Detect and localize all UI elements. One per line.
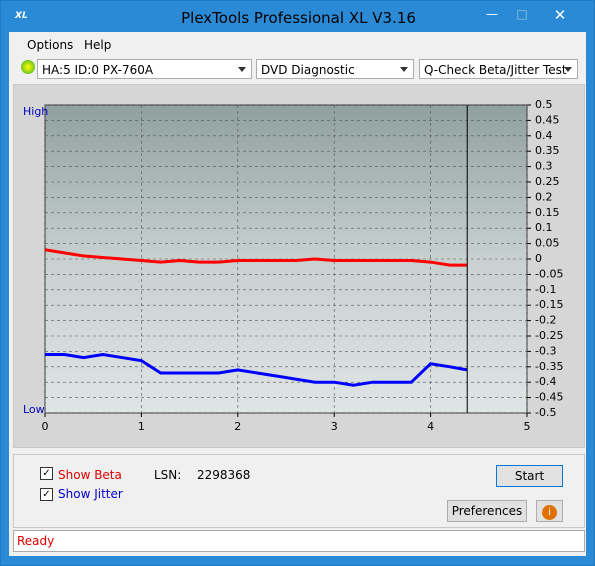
info-button[interactable]: i	[536, 500, 563, 522]
y-tick-label: -0.15	[535, 298, 563, 311]
y-tick-label: 0.4	[535, 129, 553, 142]
start-button[interactable]: Start	[496, 465, 563, 487]
y-tick-label: -0.2	[535, 314, 556, 327]
preferences-button[interactable]: Preferences	[447, 500, 527, 522]
high-label: High	[23, 105, 48, 118]
y-tick-label: -0.45	[535, 391, 563, 404]
checkbox-label[interactable]: Show Jitter	[58, 487, 123, 501]
controls-panel	[13, 454, 585, 528]
y-tick-label: -0.35	[535, 360, 563, 373]
y-tick-label: -0.05	[535, 267, 563, 280]
drive-dropdown[interactable]: HA:5 ID:0 PX-760A	[37, 59, 252, 79]
x-tick-label: 4	[427, 420, 434, 433]
y-tick-label: 0.3	[535, 160, 553, 173]
app-icon: XL	[15, 11, 28, 21]
series-line	[44, 248, 468, 267]
checkbox-label[interactable]: Show Beta	[58, 468, 122, 482]
y-tick-label: -0.25	[535, 329, 563, 342]
series-line	[45, 352, 468, 387]
y-tick-label: -0.4	[535, 375, 556, 388]
lsn-label: LSN:	[154, 468, 182, 482]
y-tick-label: 0.45	[535, 113, 560, 126]
y-tick-label: 0.15	[535, 206, 560, 219]
low-label: Low	[23, 403, 45, 416]
y-tick-label: 0.25	[535, 175, 560, 188]
y-tick-label: 0.35	[535, 144, 560, 157]
x-tick-label: 3	[331, 420, 338, 433]
y-tick-label: 0.05	[535, 237, 560, 250]
menu-item[interactable]: Help	[84, 38, 112, 52]
y-tick-label: -0.1	[535, 283, 556, 296]
close-button[interactable]: ✕	[553, 6, 567, 24]
window-title: PlexTools Professional XL V3.16	[181, 9, 416, 27]
x-tick-label: 1	[138, 420, 145, 433]
y-tick-label: 0.2	[535, 190, 553, 203]
menu-item[interactable]: Options	[27, 38, 74, 52]
drive-icon	[21, 60, 35, 74]
x-tick-label: 0	[42, 420, 49, 433]
x-tick-label: 5	[524, 420, 531, 433]
checkbox[interactable]: ✓	[40, 467, 53, 480]
status-bar: Ready	[13, 530, 585, 552]
test-dropdown[interactable]: Q-Check Beta/Jitter Test	[419, 59, 578, 79]
y-tick-label: 0	[535, 252, 542, 265]
maximize-button[interactable]: □	[516, 7, 528, 21]
minimize-button[interactable]: —	[486, 7, 498, 21]
y-tick-label: 0.5	[535, 98, 553, 111]
lsn-value: 2298368	[197, 468, 251, 482]
x-tick-label: 2	[234, 420, 241, 433]
y-tick-label: -0.5	[535, 406, 556, 419]
y-tick-label: 0.1	[535, 221, 553, 234]
y-tick-label: -0.3	[535, 344, 556, 357]
checkbox[interactable]: ✓	[40, 488, 53, 501]
